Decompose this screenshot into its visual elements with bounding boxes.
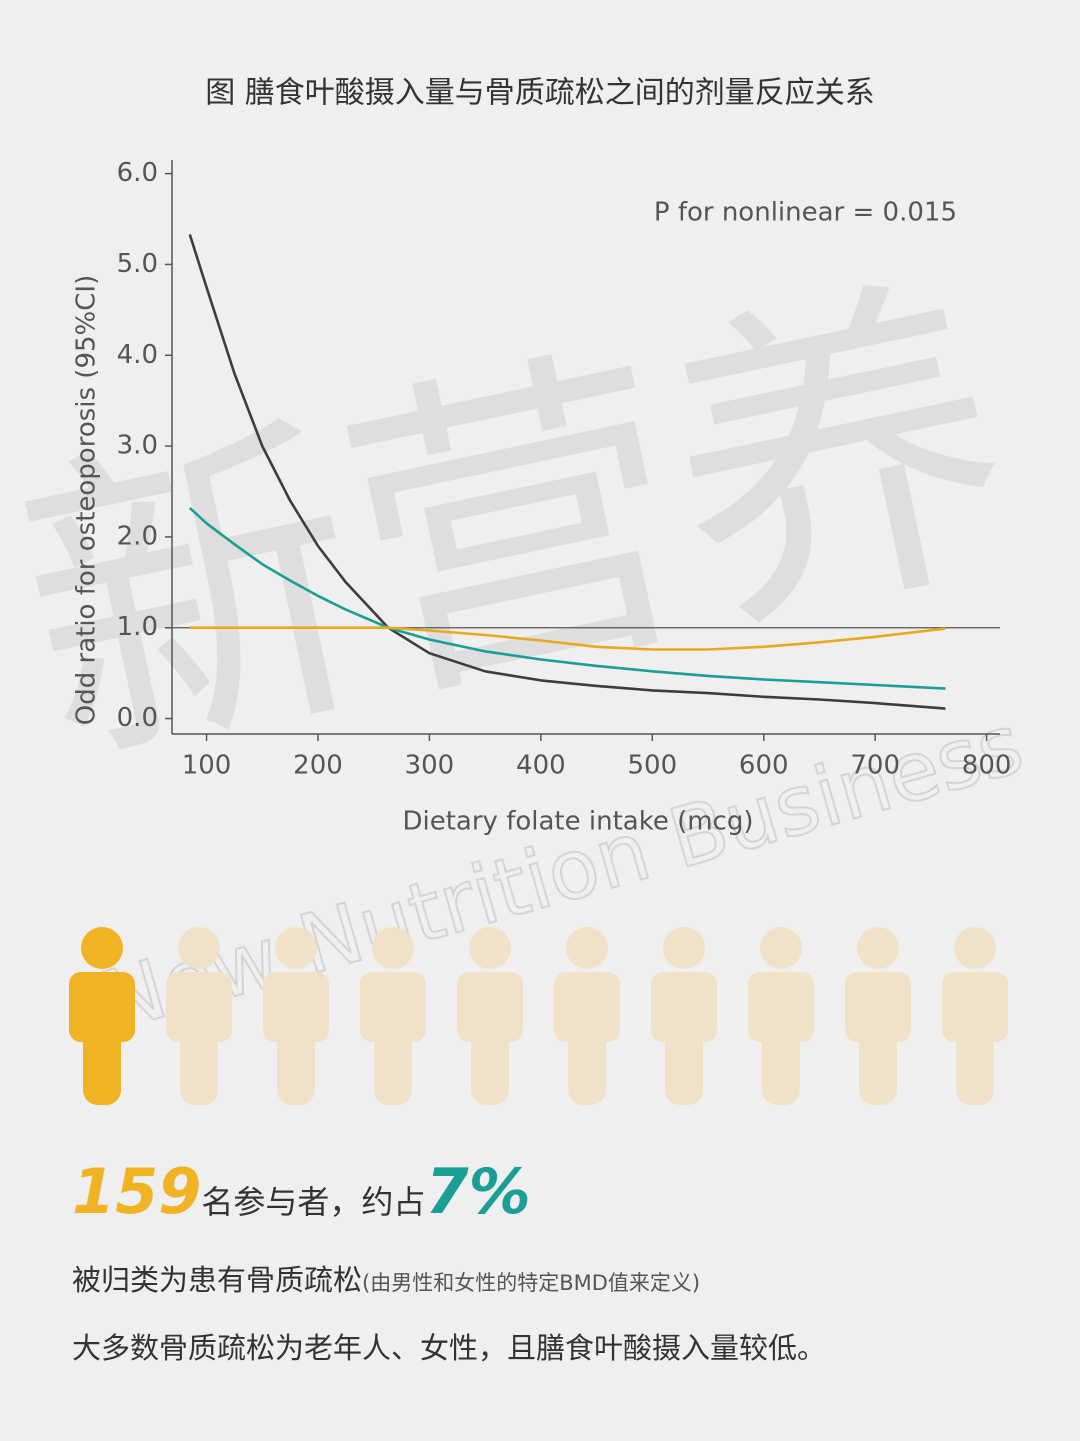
summary-line2: 被归类为患有骨质疏松(由男性和女性的特定BMD值来定义) bbox=[72, 1257, 700, 1299]
summary-line1: 159名参与者，约占7% bbox=[72, 1155, 531, 1228]
series-line bbox=[189, 626, 946, 651]
percent: 7% bbox=[425, 1155, 531, 1228]
y-tick-label: 1.0 bbox=[117, 612, 158, 642]
x-axis-label: Dietary folate intake (mcg) bbox=[402, 807, 753, 837]
annotation: P for nonlinear = 0.015 bbox=[654, 198, 957, 228]
y-tick-label: 6.0 bbox=[117, 158, 158, 188]
x-tick-label: 800 bbox=[962, 751, 1012, 781]
summary-line3: 大多数骨质疏松为老年人、女性，且膳食叶酸摄入量较低。 bbox=[72, 1331, 827, 1365]
x-tick-label: 300 bbox=[405, 751, 455, 781]
line2: 被归类为患有骨质疏松 bbox=[72, 1263, 363, 1297]
y-tick-label: 3.0 bbox=[117, 431, 158, 461]
x-tick-label: 400 bbox=[516, 751, 566, 781]
series-line bbox=[188, 234, 946, 710]
line2-note: (由男性和女性的特定BMD值来定义) bbox=[362, 1271, 701, 1295]
y-tick-label: 5.0 bbox=[117, 249, 158, 279]
people-faint bbox=[166, 927, 1008, 1105]
x-tick-label: 200 bbox=[293, 751, 343, 781]
chart-title: 图 膳食叶酸摄入量与骨质疏松之间的剂量反应关系 bbox=[205, 76, 875, 111]
count: 159 bbox=[72, 1155, 202, 1228]
count-text: 名参与者，约占 bbox=[201, 1183, 426, 1221]
x-tick-label: 100 bbox=[182, 751, 232, 781]
y-tick-label: 4.0 bbox=[117, 340, 158, 370]
x-tick-label: 600 bbox=[739, 751, 789, 781]
y-axis-label: Odd ratio for osteoporosis (95%CI) bbox=[72, 275, 102, 725]
y-tick-label: 2.0 bbox=[117, 521, 158, 551]
y-tick-label: 0.0 bbox=[117, 703, 158, 733]
series-line bbox=[188, 506, 946, 690]
x-tick-label: 700 bbox=[850, 751, 900, 781]
x-tick-label: 500 bbox=[627, 751, 677, 781]
